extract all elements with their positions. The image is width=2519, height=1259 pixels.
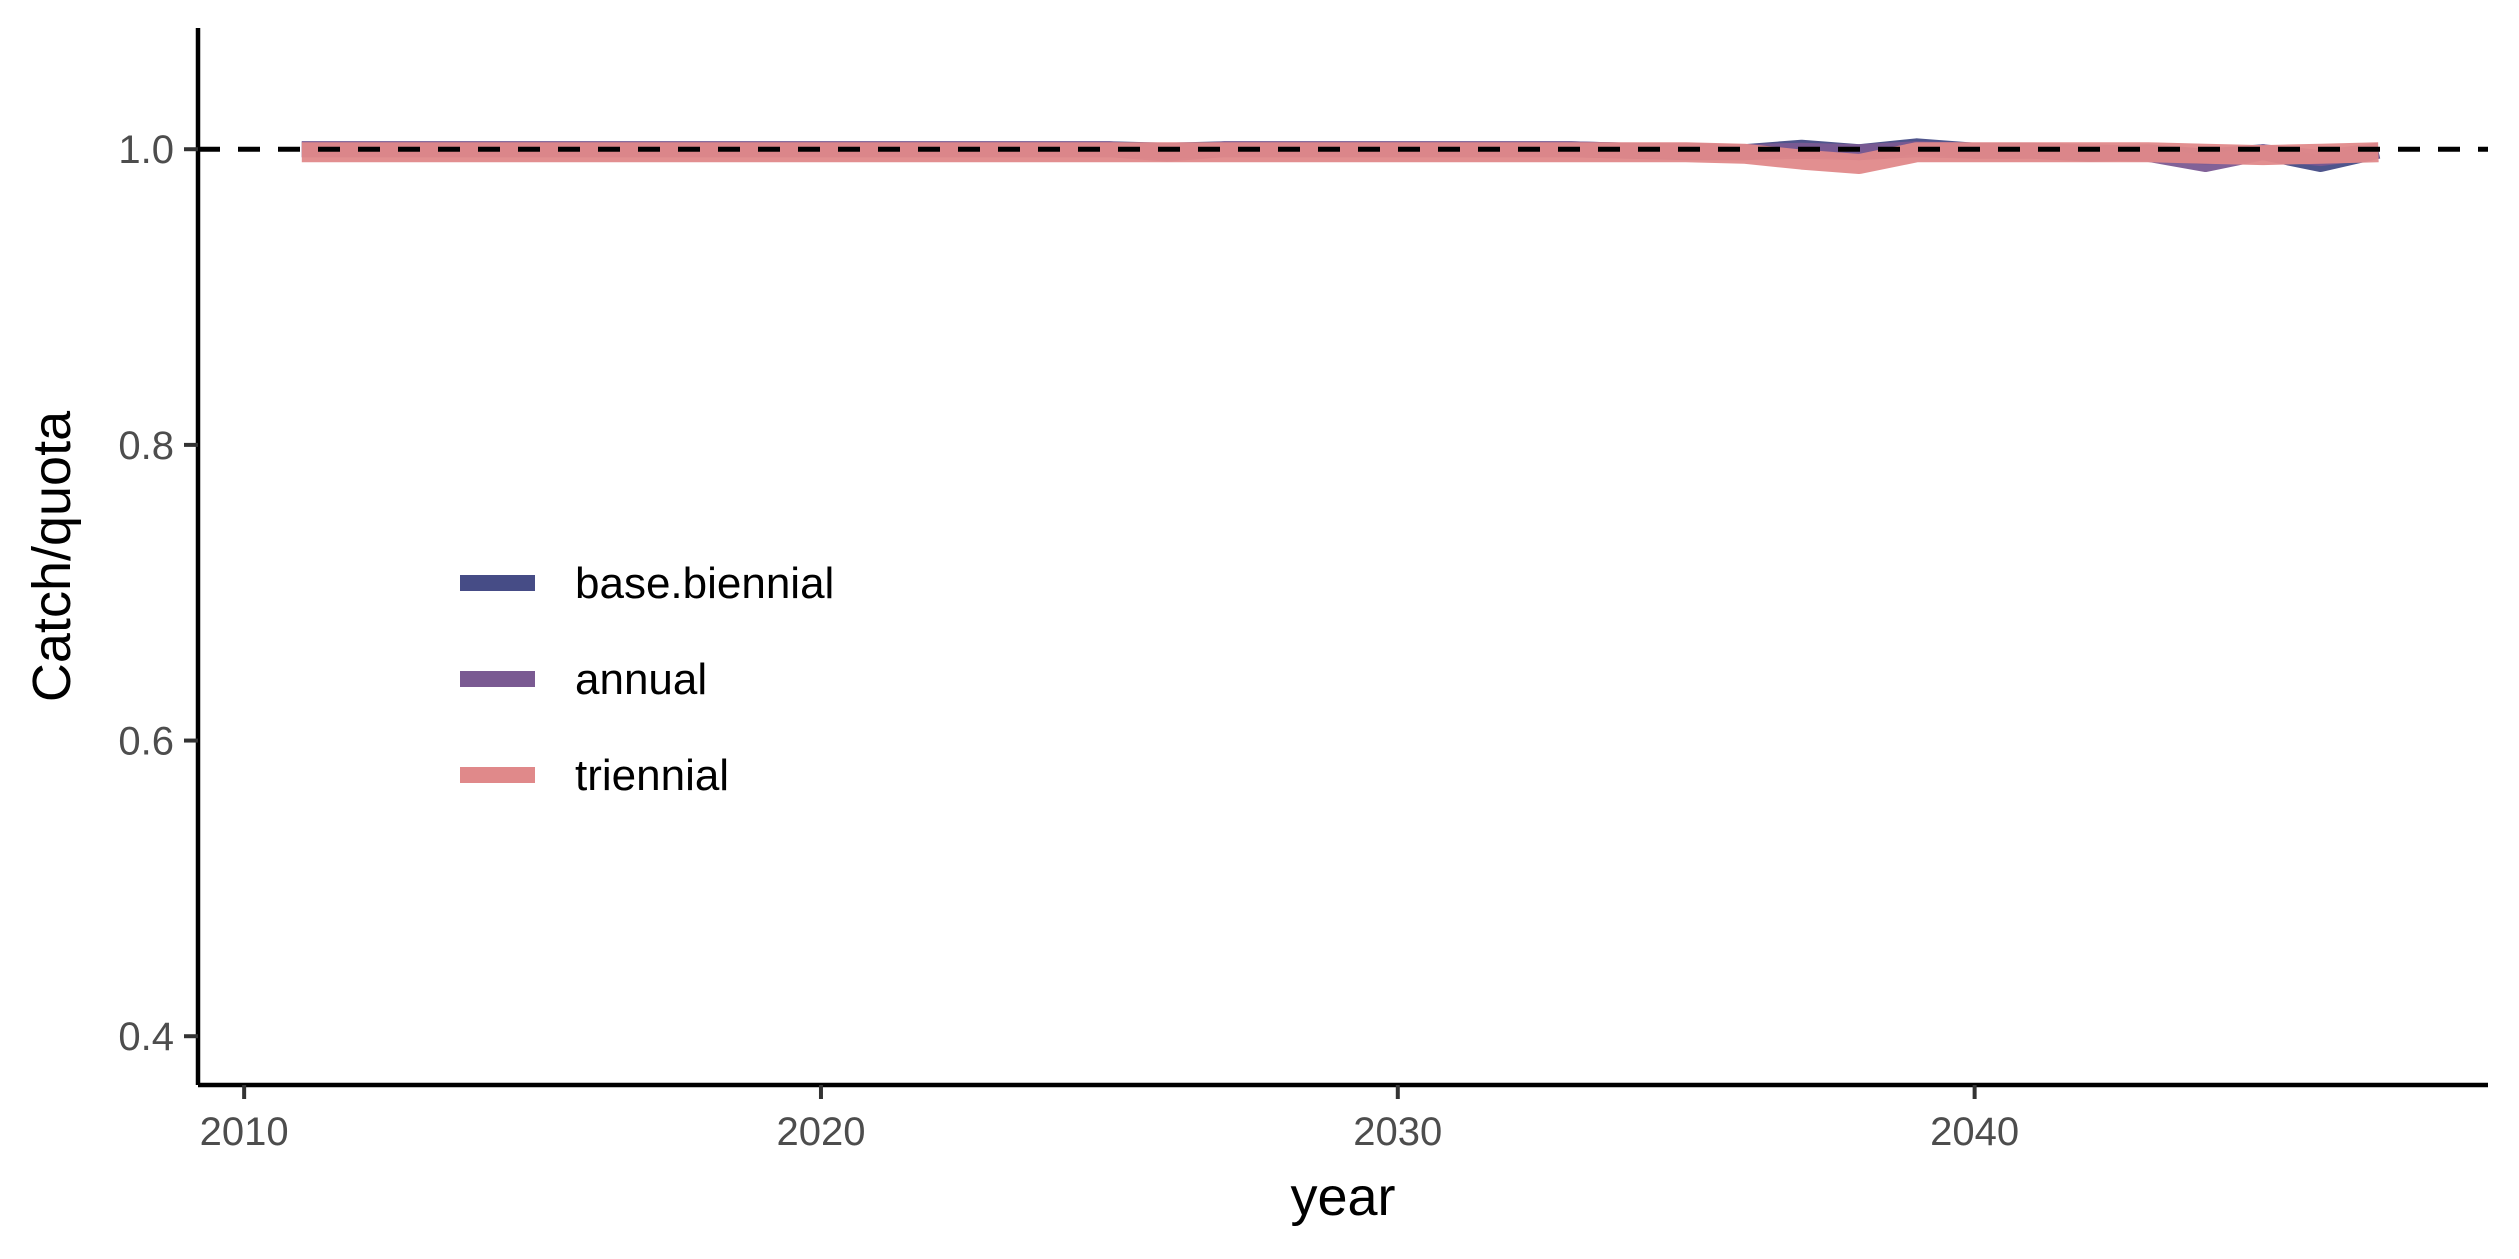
y-tick-label: 0.6 [118,720,174,764]
x-axis-ticks: 2010 2020 2030 2040 [200,1085,2019,1154]
legend: base.biennial annual triennial [460,559,834,800]
x-axis-title: year [1290,1167,1395,1227]
x-tick-label: 2020 [776,1110,865,1154]
x-tick-label: 2040 [1930,1110,2019,1154]
y-tick-label: 0.4 [118,1015,174,1059]
legend-label-triennial: triennial [575,751,729,800]
x-tick-label: 2030 [1353,1110,1442,1154]
legend-label-base-biennial: base.biennial [575,559,834,608]
legend-label-annual: annual [575,655,707,704]
x-tick-label: 2010 [200,1110,289,1154]
y-tick-label: 1.0 [118,128,174,172]
y-axis-ticks: 0.4 0.6 0.8 1.0 [118,128,198,1059]
y-tick-label: 0.8 [118,424,174,468]
series-line-triennial [301,142,2379,174]
y-axis-title: Catch/quota [22,410,82,702]
